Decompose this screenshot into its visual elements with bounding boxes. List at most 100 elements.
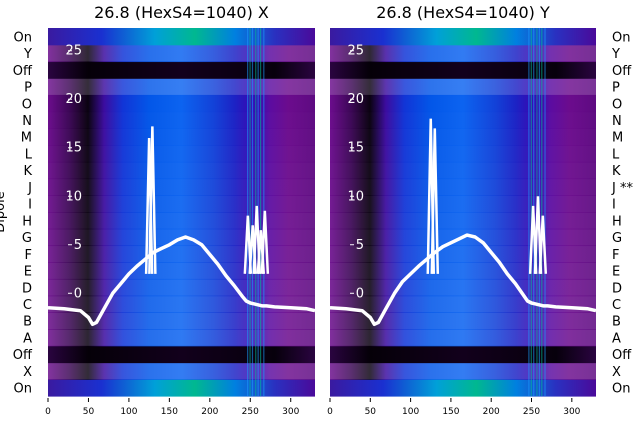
heatmap-streak [530, 28, 532, 396]
x-tick-label: 300 [563, 407, 580, 417]
row-label: On [612, 382, 630, 397]
inner-y-tick-label: 20 [65, 92, 82, 107]
row-label: Off [13, 64, 33, 79]
heatmap-row [48, 44, 315, 63]
inner-y-tick-label: 20 [347, 92, 364, 107]
row-label: Y [23, 47, 32, 62]
inner-y-tick-label: 25 [347, 44, 364, 59]
heatmap-row [48, 278, 315, 297]
row-label: K [612, 164, 621, 179]
overlay-spike [260, 210, 270, 274]
heatmap-row [330, 379, 596, 397]
overlay-spike [538, 215, 548, 274]
row-label: A [612, 331, 621, 346]
row-label: P [612, 81, 620, 96]
row-label: D [612, 281, 622, 296]
x-tick-label: 100 [402, 407, 419, 417]
heatmap-row [48, 329, 315, 347]
heatmap-row [330, 161, 596, 180]
row-label: K [23, 164, 32, 179]
heatmap-row [330, 44, 596, 63]
x-tick-label: 0 [327, 407, 333, 417]
heatmap-row [330, 28, 596, 46]
heatmap-row [330, 345, 596, 364]
panel-title: 26.8 (HexS4=1040) X [94, 3, 269, 22]
panel-y: 0 5 10 15 20 25 26.8 (HexS4=1040) Y On X Off ABCDE… [327, 3, 633, 417]
row-label: C [23, 298, 32, 313]
heatmap-row [330, 312, 596, 330]
heatmap-row [48, 145, 315, 163]
row-label: Off [612, 348, 632, 363]
row-label: M [21, 131, 32, 146]
x-tick-label: 200 [201, 407, 218, 417]
row-label: D [22, 281, 32, 296]
heatmap-row [48, 312, 315, 330]
heatmap-row [48, 178, 315, 196]
heatmap-row [330, 78, 596, 96]
row-label: J [27, 181, 32, 196]
inner-y-tick-label: 10 [65, 189, 82, 204]
inner-y-tick-label: 0 [356, 286, 364, 301]
row-label: H [612, 214, 622, 229]
x-tick-label: 150 [161, 407, 178, 417]
inner-y-tick-label: 10 [347, 189, 364, 204]
inner-y-tick-label: 5 [356, 238, 364, 253]
heatmap-row [330, 94, 596, 113]
row-label: E [24, 265, 32, 280]
heatmap-row [48, 94, 315, 113]
heatmap-row [330, 278, 596, 297]
heatmap-row [330, 262, 596, 280]
heatmap-row [330, 145, 596, 163]
row-label: N [22, 114, 32, 129]
heatmap-row [48, 245, 315, 263]
row-label: A [23, 331, 32, 346]
row-label: X [612, 365, 621, 380]
row-label: O [612, 97, 622, 112]
row-label: On [14, 30, 32, 45]
inner-y-tick-label: 15 [65, 141, 82, 156]
row-label: F [25, 248, 32, 263]
x-tick-label: 300 [282, 407, 299, 417]
heatmap-row [330, 212, 596, 230]
heatmap-row [48, 295, 315, 313]
row-label: L [612, 147, 620, 162]
row-label: Off [13, 348, 33, 363]
heatmap-row [330, 245, 596, 263]
heatmap-streak [528, 28, 530, 396]
x-tick-label: 50 [83, 407, 95, 417]
heatmap-row [330, 195, 596, 213]
heatmap-streak [247, 28, 249, 396]
heatmap-row [48, 28, 315, 46]
row-label: G [22, 231, 32, 246]
inner-y-tick-label: 5 [74, 238, 82, 253]
row-label: X [23, 365, 32, 380]
x-tick-label: 150 [442, 407, 459, 417]
row-label: B [612, 315, 621, 330]
row-label: H [22, 214, 32, 229]
heatmap-streak [541, 28, 543, 396]
row-label: E [612, 265, 620, 280]
row-label: I [28, 198, 32, 213]
row-label: B [23, 315, 32, 330]
heatmap-row [330, 329, 596, 347]
row-label: O [22, 97, 32, 112]
overlay-line [47, 235, 316, 327]
row-label: L [25, 147, 33, 162]
x-tick-label: 100 [120, 407, 137, 417]
row-label: Off [612, 64, 632, 79]
y-axis-label: Dipole [0, 191, 8, 232]
heatmap-streak [251, 28, 254, 396]
x-tick-label: 250 [242, 407, 259, 417]
heatmap-row [330, 61, 596, 79]
row-label: J ** [611, 181, 633, 196]
row-label: On [14, 382, 32, 397]
x-tick-label: 50 [365, 407, 377, 417]
x-tick-label: 200 [483, 407, 500, 417]
panel-title: 26.8 (HexS4=1040) Y [376, 3, 550, 22]
row-label: F [612, 248, 619, 263]
inner-y-tick-label: 25 [65, 44, 82, 59]
row-label: M [612, 131, 623, 146]
heatmap-row [48, 212, 315, 230]
